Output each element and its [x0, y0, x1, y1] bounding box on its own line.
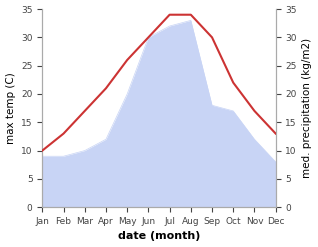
Y-axis label: med. precipitation (kg/m2): med. precipitation (kg/m2) — [302, 38, 313, 178]
X-axis label: date (month): date (month) — [118, 231, 200, 242]
Y-axis label: max temp (C): max temp (C) — [5, 72, 16, 144]
